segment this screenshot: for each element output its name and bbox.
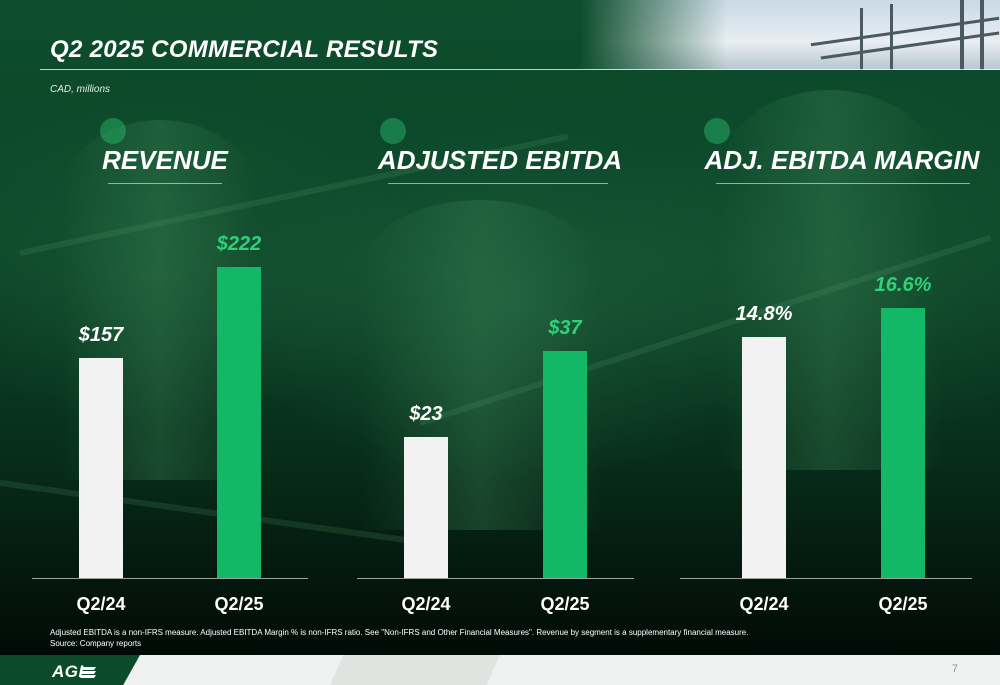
bar-value-label: 16.6% <box>874 274 932 296</box>
conveyor-decoration <box>0 480 417 545</box>
title-divider <box>40 69 1000 70</box>
chart-baseline <box>32 578 308 579</box>
category-label: Q2/24 <box>76 594 126 614</box>
chart-title-divider <box>716 183 970 184</box>
bar <box>881 308 925 578</box>
bar <box>742 337 786 578</box>
decorative-circle <box>704 118 730 144</box>
bar-value-label: $37 <box>548 317 582 339</box>
chart-title-divider <box>388 183 608 184</box>
bar-value-label: $222 <box>216 233 262 255</box>
chart-title: REVENUE <box>102 145 228 175</box>
page-number: 7 <box>951 663 958 675</box>
bar <box>79 358 123 578</box>
chart-title-divider <box>108 183 222 184</box>
category-label: Q2/25 <box>214 594 264 614</box>
company-logo: AGI <box>52 662 84 681</box>
category-label: Q2/25 <box>878 594 928 614</box>
category-label: Q2/24 <box>401 594 451 614</box>
bar <box>543 351 587 578</box>
header-photo <box>580 0 1000 70</box>
footer-bar <box>0 655 1000 685</box>
bar <box>217 267 261 578</box>
page-title: Q2 2025 COMMERCIAL RESULTS <box>50 36 439 63</box>
decorative-circle <box>100 118 126 144</box>
bar-value-label: $23 <box>409 403 443 425</box>
chart-baseline <box>680 578 972 579</box>
unit-note: CAD, millions <box>50 84 111 95</box>
slide-background <box>0 0 1000 655</box>
footnote-line: Adjusted EBITDA is a non-IFRS measure. A… <box>50 628 749 637</box>
footer-logo-panel <box>0 655 140 685</box>
footnote: Adjusted EBITDA is a non-IFRS measure. A… <box>50 627 748 649</box>
bar-value-label: $157 <box>78 324 124 346</box>
footnote-source: Source: Company reports <box>50 639 142 648</box>
bar <box>404 437 448 578</box>
bar-value-label: 14.8% <box>735 303 793 325</box>
decorative-circle <box>380 118 406 144</box>
chart-baseline <box>357 578 634 579</box>
logo-mark-icon <box>80 667 96 678</box>
category-label: Q2/25 <box>540 594 590 614</box>
chart-title: ADJ. EBITDA MARGIN <box>704 145 980 175</box>
category-label: Q2/24 <box>739 594 789 614</box>
chart-title: ADJUSTED EBITDA <box>377 145 623 175</box>
